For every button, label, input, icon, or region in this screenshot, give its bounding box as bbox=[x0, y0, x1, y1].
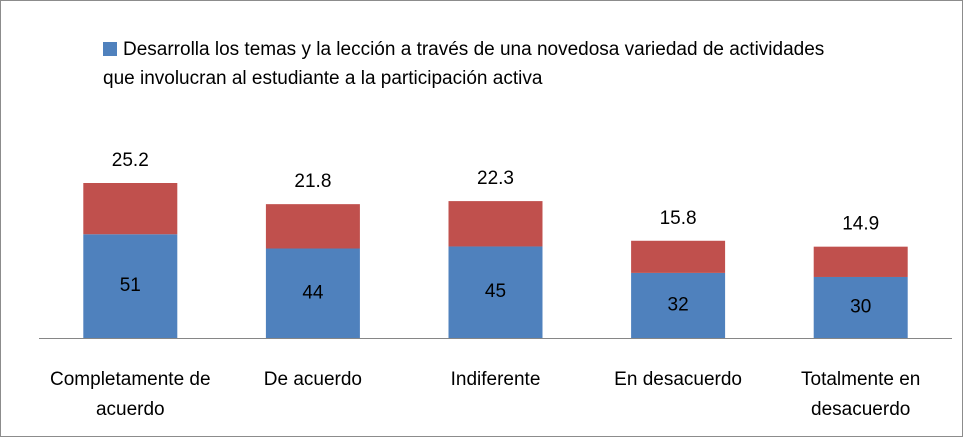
data-label: 32 bbox=[668, 294, 689, 315]
data-label: 15.8 bbox=[660, 208, 697, 229]
bar-segment bbox=[631, 240, 726, 273]
legend: Desarrolla los temas y la lección a trav… bbox=[103, 35, 843, 93]
data-label: 14.9 bbox=[842, 214, 879, 235]
data-label: 45 bbox=[485, 281, 506, 302]
bar-segment bbox=[631, 272, 726, 338]
bar-segment bbox=[448, 201, 543, 247]
bar-segment bbox=[813, 276, 908, 338]
data-label: 25.2 bbox=[112, 150, 149, 171]
x-tick-label: Totalmente en desacuerdo bbox=[801, 369, 921, 420]
x-tick-label: En desacuerdo bbox=[614, 369, 742, 390]
x-tick-label: Completamente de acuerdo bbox=[50, 369, 211, 420]
data-label: 51 bbox=[120, 275, 141, 296]
data-label: 44 bbox=[302, 282, 324, 303]
data-label: 21.8 bbox=[294, 171, 331, 192]
legend-swatch bbox=[103, 42, 117, 56]
x-tick-label: Indiferente bbox=[450, 369, 541, 390]
data-label: 22.3 bbox=[477, 168, 514, 189]
bar-segment bbox=[813, 246, 908, 277]
bar-segment bbox=[448, 246, 543, 338]
bar-segment bbox=[265, 248, 360, 338]
x-tick-label: De acuerdo bbox=[263, 369, 362, 390]
legend-label: Desarrolla los temas y la lección a trav… bbox=[103, 39, 825, 89]
bar-segment bbox=[83, 183, 178, 235]
bar-segment bbox=[265, 204, 360, 249]
bar-segment bbox=[83, 234, 178, 338]
data-label: 30 bbox=[850, 297, 871, 318]
